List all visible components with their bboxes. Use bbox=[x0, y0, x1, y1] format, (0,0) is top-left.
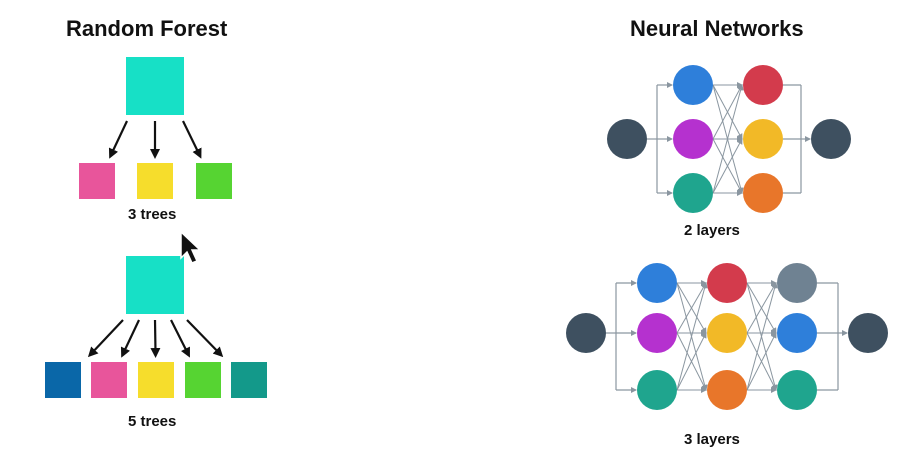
rf-leaf-square-3 bbox=[138, 362, 174, 398]
rf-arrow-4 bbox=[170, 319, 190, 358]
rf-caption-3-trees: 3 trees bbox=[128, 206, 177, 223]
rf-arrow-1 bbox=[87, 319, 124, 358]
nn-hidden-node-l1-n2 bbox=[673, 119, 713, 159]
rf-arrow-5 bbox=[186, 319, 224, 358]
rf-leaf-square-1 bbox=[45, 362, 81, 398]
nn-hidden-node-l3-n3 bbox=[777, 370, 817, 410]
nn-network-1 bbox=[607, 65, 851, 213]
rf-root-square bbox=[126, 57, 184, 115]
rf-arrow-3 bbox=[150, 319, 161, 358]
nn-hidden-node-l1-n3 bbox=[637, 370, 677, 410]
rf-arrow-1 bbox=[108, 120, 128, 159]
rf-leaf-square-2 bbox=[91, 362, 127, 398]
nn-hidden-node-l1-n1 bbox=[673, 65, 713, 105]
random-forest-title: Random Forest bbox=[66, 16, 228, 41]
nn-input-node bbox=[607, 119, 647, 159]
nn-edge bbox=[746, 282, 777, 334]
nn-hidden-node-l1-n3 bbox=[673, 173, 713, 213]
rf-root-square bbox=[126, 256, 184, 314]
nn-caption-2-layers: 2 layers bbox=[684, 222, 740, 239]
rf-leaf-square-3 bbox=[196, 163, 232, 199]
rf-tree-2 bbox=[45, 256, 267, 398]
nn-edge bbox=[746, 282, 778, 391]
neural-network-diagrams bbox=[566, 65, 888, 410]
nn-hidden-node-l2-n2 bbox=[743, 119, 783, 159]
nn-hidden-node-l2-n1 bbox=[707, 263, 747, 303]
nn-edge bbox=[676, 282, 708, 391]
nn-edge bbox=[712, 84, 743, 140]
nn-edge bbox=[712, 84, 744, 194]
nn-output-node bbox=[811, 119, 851, 159]
nn-input-node bbox=[566, 313, 606, 353]
nn-edge bbox=[712, 138, 743, 194]
nn-hidden-node-l3-n2 bbox=[777, 313, 817, 353]
nn-hidden-node-l1-n1 bbox=[637, 263, 677, 303]
nn-edge bbox=[676, 282, 707, 334]
rf-caption-5-trees: 5 trees bbox=[128, 413, 177, 430]
rf-leaf-square-1 bbox=[79, 163, 115, 199]
neural-networks-title: Neural Networks bbox=[630, 16, 804, 41]
nn-edge bbox=[676, 332, 707, 391]
nn-hidden-node-l2-n1 bbox=[743, 65, 783, 105]
nn-hidden-node-l2-n3 bbox=[743, 173, 783, 213]
nn-hidden-node-l1-n2 bbox=[637, 313, 677, 353]
nn-hidden-node-l2-n2 bbox=[707, 313, 747, 353]
rf-leaf-square-2 bbox=[137, 163, 173, 199]
nn-hidden-node-l3-n1 bbox=[777, 263, 817, 303]
mouse-pointer-icon bbox=[180, 230, 202, 264]
rf-leaf-square-5 bbox=[231, 362, 267, 398]
rf-leaf-square-4 bbox=[185, 362, 221, 398]
random-forest-diagrams bbox=[45, 57, 267, 398]
nn-hidden-node-l2-n3 bbox=[707, 370, 747, 410]
rf-arrow-3 bbox=[182, 120, 202, 159]
nn-network-2 bbox=[566, 263, 888, 410]
rf-tree-1 bbox=[79, 57, 232, 199]
nn-edge bbox=[746, 332, 777, 391]
rf-arrow-2 bbox=[120, 319, 140, 358]
nn-caption-3-layers: 3 layers bbox=[684, 431, 740, 448]
nn-output-node bbox=[848, 313, 888, 353]
